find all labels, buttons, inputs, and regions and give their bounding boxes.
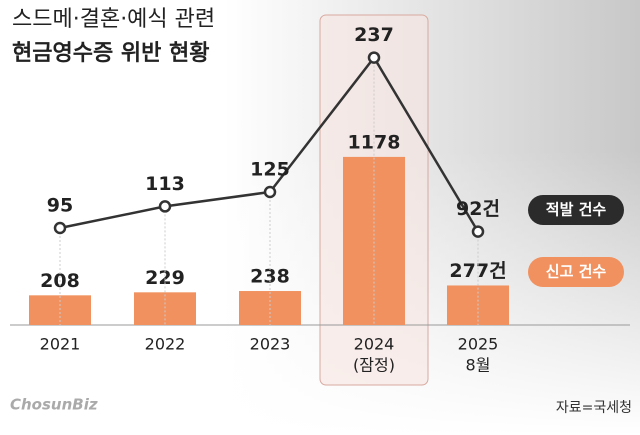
- x-tick-label: 2024: [354, 335, 395, 354]
- bar-label: 229: [145, 267, 185, 289]
- x-tick-note: 8월: [466, 356, 491, 375]
- x-tick-label: 2023: [250, 335, 291, 354]
- legend-label: 신고 건수: [546, 263, 607, 281]
- line-point: [471, 225, 485, 238]
- legend-pill: [528, 195, 624, 225]
- title-line: 스드메·결혼·예식 관련: [12, 7, 215, 32]
- line-label: 92건: [456, 198, 500, 220]
- legend-pill: [528, 257, 624, 287]
- line-point: [263, 185, 277, 199]
- source: 자료=국세청: [556, 400, 632, 416]
- line-point: [158, 200, 172, 213]
- line-label: 125: [250, 159, 290, 181]
- x-tick-label: 2021: [40, 335, 81, 354]
- x-tick-label: 2025: [458, 335, 499, 354]
- bar: [343, 156, 405, 325]
- logo: ChosunBiz: [10, 396, 98, 414]
- x-tick-note: (잠정): [353, 356, 395, 375]
- bar-label: 277건: [449, 260, 506, 282]
- x-tick-label: 2022: [145, 335, 186, 354]
- line-label: 113: [145, 173, 185, 195]
- line-label: 237: [354, 24, 394, 46]
- legend-label: 적발 건수: [546, 201, 607, 219]
- line-point: [367, 51, 381, 64]
- title-line: 현금영수증 위반 현황: [12, 41, 209, 66]
- line-label: 95: [47, 195, 73, 217]
- line-point: [53, 221, 67, 235]
